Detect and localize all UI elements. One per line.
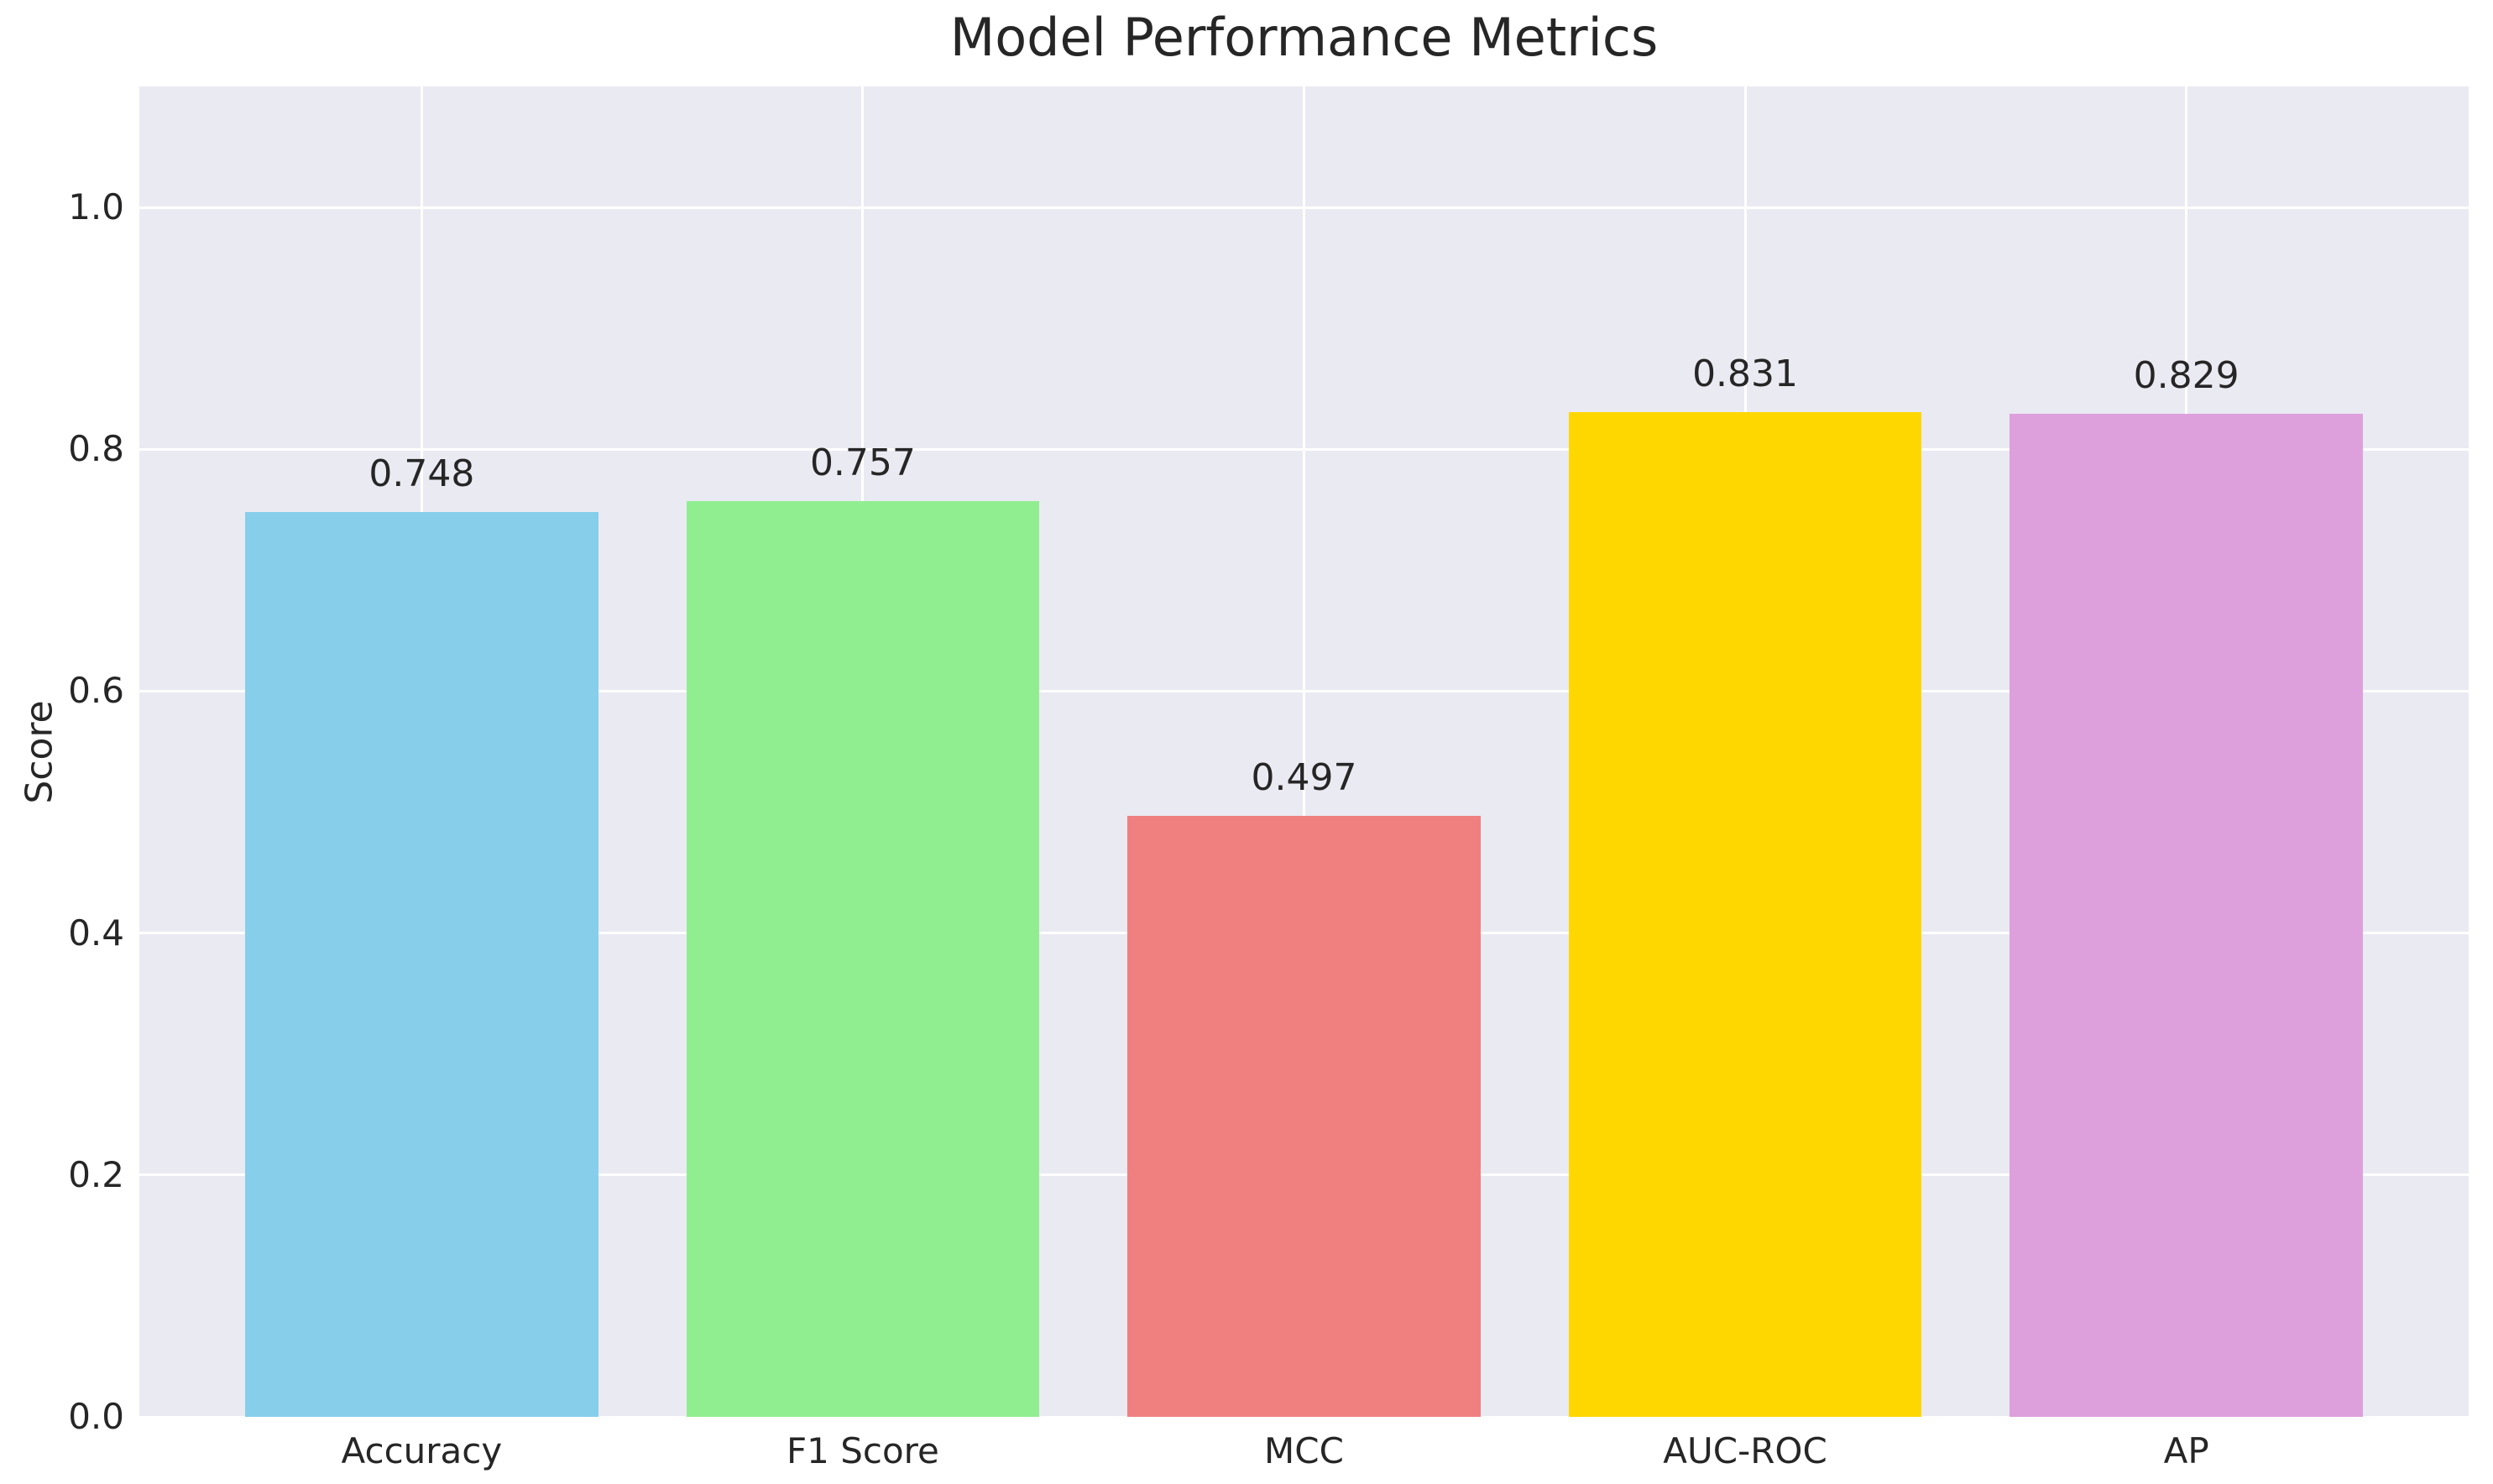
bar-auc-roc [1568,411,1922,1417]
bar-value-label: 0.748 [368,452,475,496]
bar-value-label: 0.831 [1692,352,1799,395]
y-tick-label: 0.2 [68,1153,124,1195]
bar-value-label: 0.829 [2133,354,2240,398]
v-gridline [1303,86,1305,1417]
x-tick-label: Accuracy [341,1430,503,1471]
plot-area: 0.748 0.757 0.497 0.831 0.829 [139,86,2469,1419]
x-tick-label: AP [2163,1430,2209,1471]
bar-f1-score [686,501,1040,1417]
x-tick-label: AUC-ROC [1663,1430,1827,1471]
h-gridline [139,1415,2469,1419]
chart-title: Model Performance Metrics [949,7,1659,68]
y-tick-label: 0.0 [68,1396,124,1437]
y-tick-label: 0.4 [68,912,124,954]
x-tick-label: F1 Score [786,1430,939,1471]
bar-mcc [1127,815,1481,1417]
bar-value-label: 0.497 [1251,755,1357,799]
bar-value-label: 0.757 [809,442,916,485]
y-tick-label: 1.0 [68,186,124,228]
bar-accuracy [245,512,598,1417]
y-tick-label: 0.8 [68,428,124,470]
x-tick-label: MCC [1264,1430,1344,1471]
y-tick-label: 0.6 [68,670,124,712]
bar-ap [2010,414,2363,1417]
